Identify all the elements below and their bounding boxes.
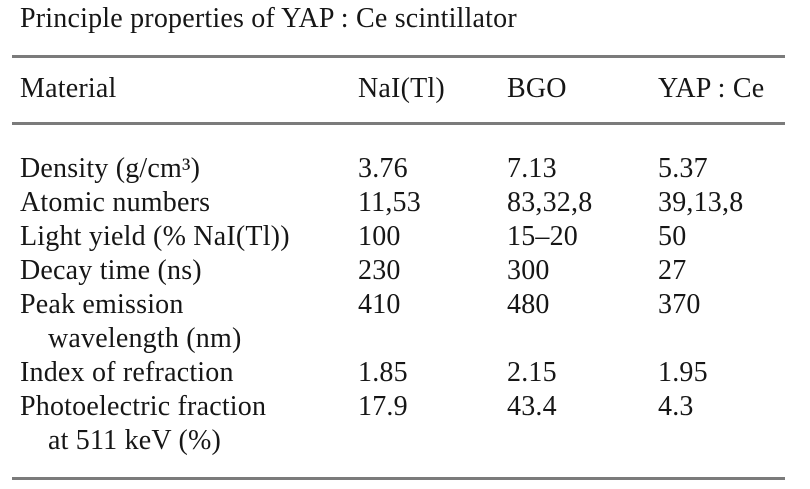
table-body: Density (g/cm³) 3.76 7.13 5.37 Atomic nu… [0,152,810,458]
property-cell: Light yield (% NaI(Tl)) [20,220,358,254]
value-yapce: 370 [658,289,701,320]
property-label: Photoelectric fraction [20,391,267,422]
column-header-bgo: BGO [507,73,567,104]
property-label: Decay time (ns) [20,255,202,286]
value-nai: 230 [358,255,401,286]
value-yapce: 50 [658,221,687,252]
value-yapce: 27 [658,255,687,286]
header-row: Material NaI(Tl) BGO YAP : Ce [0,72,810,106]
value-bgo: 43.4 [507,391,557,422]
table-row: Peak emission wavelength (nm) 410 480 37… [0,288,810,356]
property-cell: Index of refraction [20,356,358,390]
property-cell: Decay time (ns) [20,254,358,288]
bottom-rule [12,477,785,480]
table-row: Atomic numbers 11,53 83,32,8 39,13,8 [0,186,810,220]
value-yapce: 5.37 [658,153,708,184]
column-header-yapce: YAP : Ce [658,73,765,104]
property-label: Peak emission [20,289,184,320]
property-cell: Photoelectric fraction at 511 keV (%) [20,390,358,458]
value-nai: 410 [358,289,401,320]
table-caption: Principle properties of YAP : Ce scintil… [20,3,517,34]
table-row: Decay time (ns) 230 300 27 [0,254,810,288]
property-cell: Density (g/cm³) [20,152,358,186]
property-label: Index of refraction [20,357,234,388]
property-cell: Peak emission wavelength (nm) [20,288,358,356]
table-row: Index of refraction 1.85 2.15 1.95 [0,356,810,390]
value-nai: 3.76 [358,153,408,184]
table-row: Density (g/cm³) 3.76 7.13 5.37 [0,152,810,186]
property-label: Atomic numbers [20,187,211,218]
property-label-line2: at 511 keV (%) [48,425,222,456]
top-rule [12,55,785,58]
value-nai: 1.85 [358,357,408,388]
value-yapce: 4.3 [658,391,694,422]
property-cell: Atomic numbers [20,186,358,220]
value-nai: 11,53 [358,187,421,218]
property-label: Light yield (% NaI(Tl)) [20,221,290,252]
property-label: Density (g/cm³) [20,153,201,184]
value-yapce: 1.95 [658,357,708,388]
value-bgo: 300 [507,255,550,286]
value-bgo: 2.15 [507,357,557,388]
header-rule [12,122,785,125]
value-bgo: 480 [507,289,550,320]
value-nai: 100 [358,221,401,252]
value-bgo: 83,32,8 [507,187,593,218]
value-nai: 17.9 [358,391,408,422]
value-yapce: 39,13,8 [658,187,744,218]
column-header-material: Material [20,73,117,104]
value-bgo: 15–20 [507,221,578,252]
property-label-line2: wavelength (nm) [48,323,242,354]
table-row: Light yield (% NaI(Tl)) 100 15–20 50 [0,220,810,254]
column-header-nai: NaI(Tl) [358,73,445,104]
value-bgo: 7.13 [507,153,557,184]
table-row: Photoelectric fraction at 511 keV (%) 17… [0,390,810,458]
